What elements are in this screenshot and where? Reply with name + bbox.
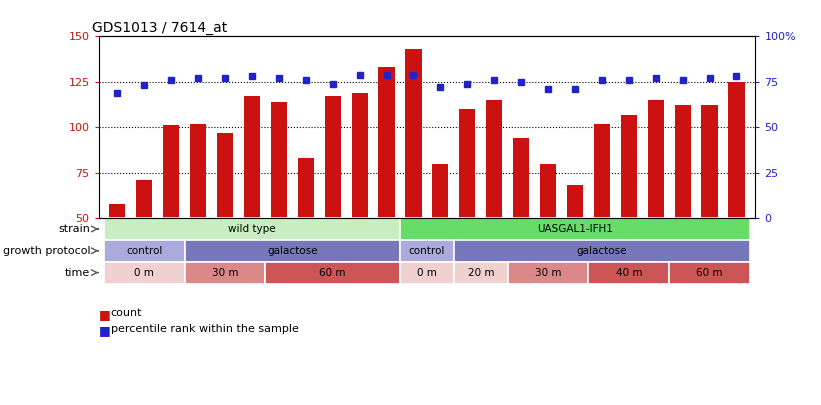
Bar xyxy=(185,240,400,262)
Bar xyxy=(190,124,206,218)
Text: growth protocol: growth protocol xyxy=(2,246,90,256)
Text: 60 m: 60 m xyxy=(319,268,346,277)
Bar xyxy=(594,124,610,218)
Bar xyxy=(454,240,750,262)
Text: control: control xyxy=(126,246,163,256)
Bar xyxy=(459,109,475,218)
Bar xyxy=(185,262,265,284)
Text: count: count xyxy=(111,308,142,318)
Text: percentile rank within the sample: percentile rank within the sample xyxy=(111,324,299,334)
Bar xyxy=(271,102,287,218)
Bar xyxy=(433,164,448,218)
Text: time: time xyxy=(65,268,90,277)
Text: 30 m: 30 m xyxy=(212,268,238,277)
Bar xyxy=(265,262,400,284)
Text: 30 m: 30 m xyxy=(534,268,562,277)
Text: 0 m: 0 m xyxy=(135,268,154,277)
Bar xyxy=(351,93,368,218)
Bar xyxy=(406,49,421,218)
Bar xyxy=(104,240,185,262)
Bar xyxy=(400,218,750,240)
Bar xyxy=(486,100,502,218)
Text: strain: strain xyxy=(58,224,90,234)
Bar xyxy=(136,180,153,218)
Bar xyxy=(540,164,556,218)
Text: ■: ■ xyxy=(99,324,110,337)
Bar xyxy=(669,262,750,284)
Bar xyxy=(507,262,589,284)
Text: UASGAL1-IFH1: UASGAL1-IFH1 xyxy=(537,224,613,234)
Bar xyxy=(217,133,233,218)
Bar xyxy=(621,115,637,218)
Bar xyxy=(163,126,179,218)
Bar xyxy=(728,82,745,218)
Text: 0 m: 0 m xyxy=(417,268,437,277)
Text: control: control xyxy=(409,246,445,256)
Text: 60 m: 60 m xyxy=(696,268,722,277)
Bar xyxy=(104,218,400,240)
Bar xyxy=(109,204,126,218)
Bar xyxy=(324,96,341,218)
Text: galactose: galactose xyxy=(267,246,318,256)
Bar xyxy=(648,100,664,218)
Bar xyxy=(400,240,454,262)
Bar xyxy=(454,262,507,284)
Text: 20 m: 20 m xyxy=(467,268,494,277)
Bar xyxy=(244,96,260,218)
Bar xyxy=(701,105,718,218)
Bar xyxy=(513,138,530,218)
Text: galactose: galactose xyxy=(576,246,627,256)
Bar xyxy=(675,105,690,218)
Text: wild type: wild type xyxy=(228,224,276,234)
Bar xyxy=(104,262,185,284)
Bar xyxy=(378,67,395,218)
Bar xyxy=(566,185,583,218)
Bar xyxy=(589,262,669,284)
Text: GDS1013 / 7614_at: GDS1013 / 7614_at xyxy=(92,21,227,35)
Bar xyxy=(400,262,454,284)
Bar xyxy=(298,158,314,218)
Text: 40 m: 40 m xyxy=(616,268,642,277)
Text: ■: ■ xyxy=(99,308,110,321)
